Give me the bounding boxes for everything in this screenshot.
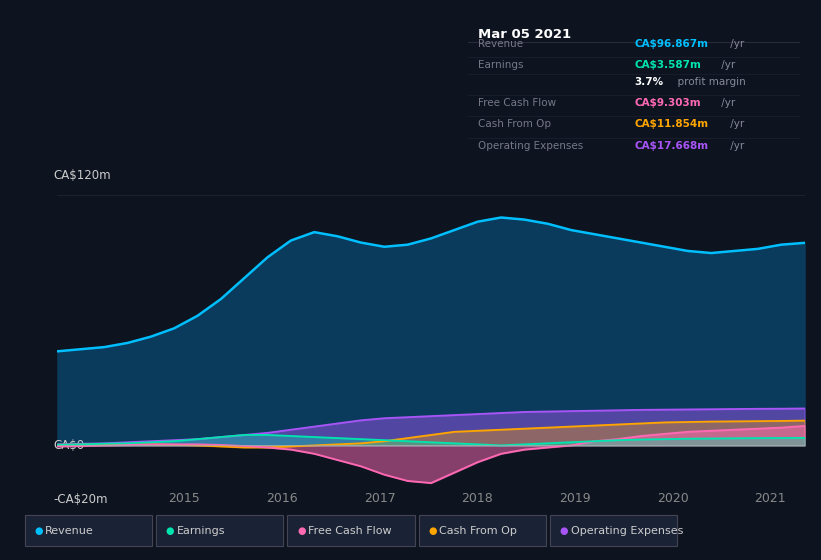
Text: Mar 05 2021: Mar 05 2021: [478, 28, 571, 41]
Text: CA$96.867m: CA$96.867m: [635, 39, 709, 49]
Text: ●: ●: [297, 526, 305, 535]
Text: Cash From Op: Cash From Op: [478, 119, 551, 129]
Text: 3.7%: 3.7%: [635, 77, 663, 87]
Text: Revenue: Revenue: [478, 39, 523, 49]
Text: Earnings: Earnings: [478, 60, 524, 70]
Text: CA$9.303m: CA$9.303m: [635, 98, 701, 108]
Text: /yr: /yr: [727, 39, 745, 49]
Text: ●: ●: [166, 526, 174, 535]
Text: ●: ●: [34, 526, 43, 535]
Text: CA$0: CA$0: [53, 439, 85, 452]
Text: ●: ●: [560, 526, 568, 535]
Text: /yr: /yr: [727, 141, 745, 151]
Text: /yr: /yr: [727, 119, 745, 129]
Text: profit margin: profit margin: [672, 77, 746, 87]
Text: Operating Expenses: Operating Expenses: [571, 526, 683, 535]
Text: /yr: /yr: [718, 60, 736, 70]
Text: Free Cash Flow: Free Cash Flow: [308, 526, 392, 535]
Text: /yr: /yr: [718, 98, 736, 108]
Text: CA$17.668m: CA$17.668m: [635, 141, 709, 151]
Text: Cash From Op: Cash From Op: [439, 526, 517, 535]
Text: Operating Expenses: Operating Expenses: [478, 141, 583, 151]
Text: Earnings: Earnings: [177, 526, 225, 535]
Text: Revenue: Revenue: [45, 526, 94, 535]
Text: Free Cash Flow: Free Cash Flow: [478, 98, 556, 108]
Text: ●: ●: [429, 526, 437, 535]
Text: CA$120m: CA$120m: [53, 169, 112, 182]
Text: CA$3.587m: CA$3.587m: [635, 60, 701, 70]
Text: CA$11.854m: CA$11.854m: [635, 119, 709, 129]
Text: -CA$20m: -CA$20m: [53, 493, 108, 506]
